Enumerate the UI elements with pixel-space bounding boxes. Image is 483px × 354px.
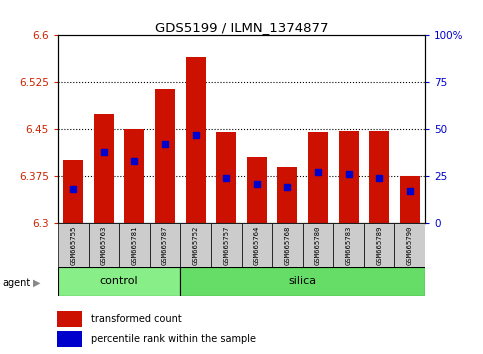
- FancyBboxPatch shape: [303, 223, 333, 267]
- FancyBboxPatch shape: [180, 223, 211, 267]
- FancyBboxPatch shape: [119, 223, 150, 267]
- FancyBboxPatch shape: [242, 223, 272, 267]
- Bar: [63, 160, 83, 223]
- Text: GSM665787: GSM665787: [162, 225, 168, 265]
- Bar: [185, 57, 206, 223]
- Text: control: control: [100, 276, 139, 286]
- Bar: [369, 131, 389, 223]
- FancyBboxPatch shape: [272, 223, 303, 267]
- Bar: [125, 129, 144, 223]
- FancyBboxPatch shape: [395, 223, 425, 267]
- Text: GSM665755: GSM665755: [70, 225, 76, 265]
- Bar: [57, 331, 82, 347]
- FancyBboxPatch shape: [333, 223, 364, 267]
- FancyBboxPatch shape: [58, 223, 88, 267]
- Text: GSM665757: GSM665757: [223, 225, 229, 265]
- Bar: [339, 131, 358, 223]
- Text: GSM665789: GSM665789: [376, 225, 382, 265]
- FancyBboxPatch shape: [364, 223, 395, 267]
- Title: GDS5199 / ILMN_1374877: GDS5199 / ILMN_1374877: [155, 21, 328, 34]
- FancyBboxPatch shape: [150, 223, 180, 267]
- Text: GSM665781: GSM665781: [131, 225, 138, 265]
- Text: percentile rank within the sample: percentile rank within the sample: [91, 334, 256, 344]
- Bar: [94, 114, 114, 223]
- Bar: [400, 176, 420, 223]
- FancyBboxPatch shape: [180, 267, 425, 296]
- Text: ▶: ▶: [33, 278, 41, 288]
- FancyBboxPatch shape: [58, 267, 180, 296]
- Bar: [247, 157, 267, 223]
- Bar: [155, 88, 175, 223]
- Text: transformed count: transformed count: [91, 314, 182, 324]
- Text: GSM665752: GSM665752: [193, 225, 199, 265]
- Bar: [277, 167, 298, 223]
- Bar: [308, 132, 328, 223]
- Text: GSM665763: GSM665763: [101, 225, 107, 265]
- Text: GSM665768: GSM665768: [284, 225, 290, 265]
- FancyBboxPatch shape: [88, 223, 119, 267]
- Text: GSM665780: GSM665780: [315, 225, 321, 265]
- Bar: [216, 132, 236, 223]
- FancyBboxPatch shape: [211, 223, 242, 267]
- Text: GSM665790: GSM665790: [407, 225, 413, 265]
- Text: agent: agent: [2, 278, 30, 288]
- Text: GSM665783: GSM665783: [345, 225, 352, 265]
- Text: GSM665764: GSM665764: [254, 225, 260, 265]
- Bar: [57, 311, 82, 327]
- Text: silica: silica: [289, 276, 317, 286]
